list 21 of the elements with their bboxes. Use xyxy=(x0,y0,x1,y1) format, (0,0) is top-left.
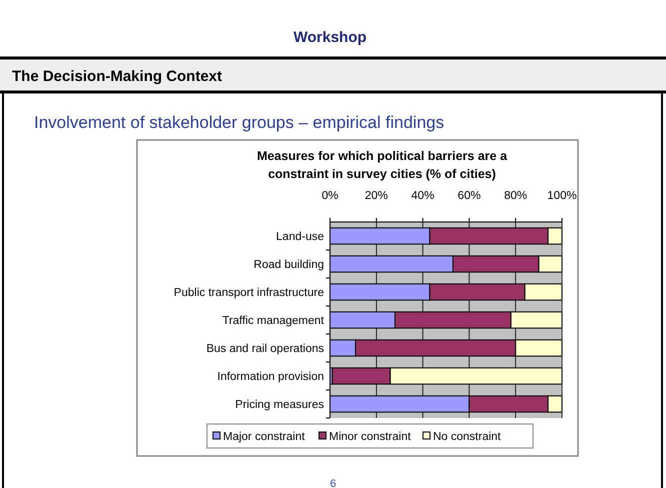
x-tick-label: 0% xyxy=(322,190,338,202)
y-tick-label: Road building xyxy=(254,259,324,271)
text: 6 xyxy=(330,478,336,488)
y-tick-label: Pricing measures xyxy=(235,399,324,411)
x-tick-label: 20% xyxy=(364,190,388,202)
x-tick-label: 80% xyxy=(504,190,528,202)
y-tick-label: Information provision xyxy=(217,371,324,383)
chart-title: Measures for which political barriers are a constraint in survey cities (% of cities) xyxy=(256,149,508,181)
legend-label: Major constraint xyxy=(223,431,306,443)
y-tick-label: Land-use xyxy=(276,231,324,243)
text: Workshop xyxy=(293,29,367,46)
y-tick-label: Bus and rail operations xyxy=(206,343,324,355)
y-tick-label: Public transport infrastructure xyxy=(174,287,324,299)
x-tick-label: 40% xyxy=(411,190,434,202)
text: Involvement of stakeholder groups – empirical findings xyxy=(34,113,444,132)
text: The Decision-Making Context xyxy=(12,68,222,85)
legend-label: No constraint xyxy=(433,431,502,443)
x-tick-label: 100% xyxy=(547,190,577,202)
legend-label: Minor constraint xyxy=(329,431,412,443)
y-tick-label: Traffic management xyxy=(222,315,325,327)
x-tick-label: 60% xyxy=(458,190,481,202)
